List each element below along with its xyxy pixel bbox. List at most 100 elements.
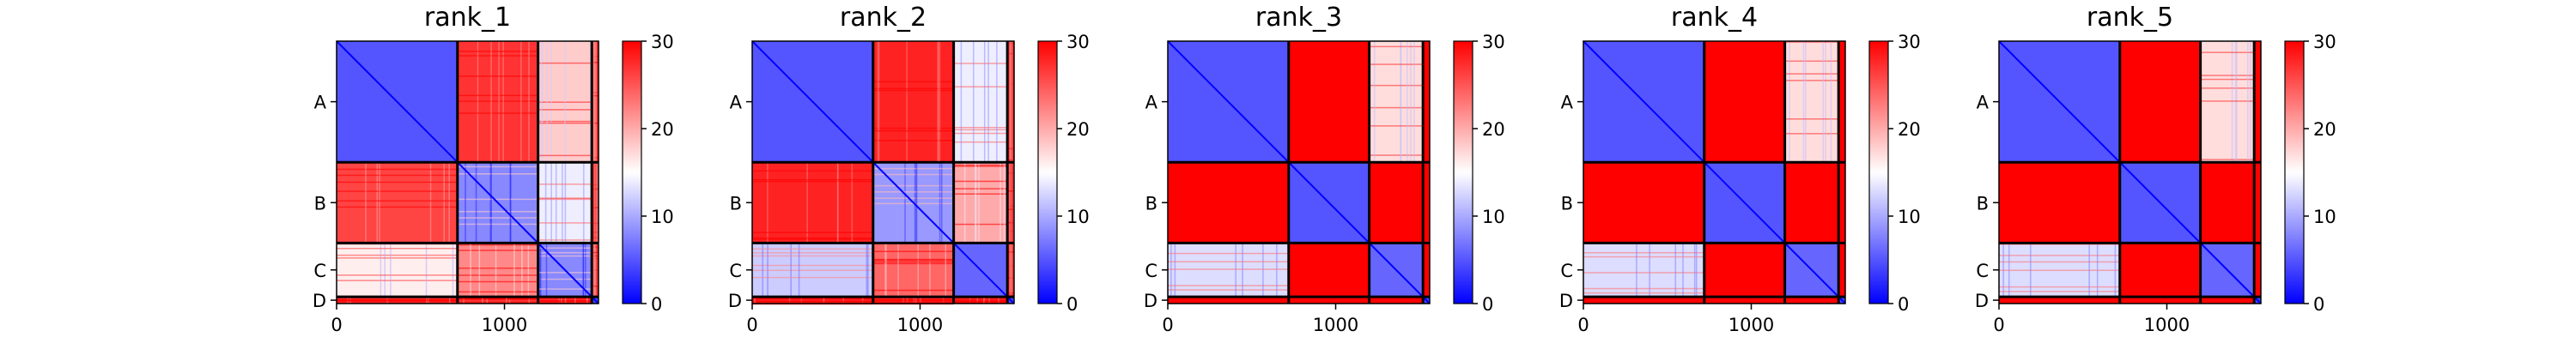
heatmap-stripe xyxy=(564,41,566,163)
heatmap-stripe xyxy=(448,162,450,244)
colorbar xyxy=(2284,40,2305,304)
colorbar-tick-label: 20 xyxy=(1066,119,1090,140)
x-tick-label: 0 xyxy=(331,315,342,335)
heatmap-stripe xyxy=(1410,41,1412,163)
heatmap-stripe xyxy=(752,248,873,250)
heatmap-stripe xyxy=(1369,106,1424,109)
heatmap-block xyxy=(1288,243,1370,298)
heatmap-stripe xyxy=(1999,255,2120,256)
colorbar-tick-label: 20 xyxy=(1898,119,1921,140)
panel-title: rank_2 xyxy=(840,3,927,33)
heatmap-stripe xyxy=(1825,41,1826,163)
heatmap-stripe xyxy=(752,298,873,299)
heatmap-block xyxy=(2119,297,2202,304)
colorbar-tick-label: 0 xyxy=(1066,294,1078,315)
heatmap-stripe xyxy=(2200,51,2255,53)
y-tick-label: C xyxy=(1560,261,1573,281)
heatmap-stripe xyxy=(376,162,379,244)
heatmap-block xyxy=(2254,41,2262,163)
heatmap-stripe xyxy=(380,243,382,298)
heatmap-stripe xyxy=(595,41,597,163)
heatmap-stripe xyxy=(384,243,386,298)
heatmap-stripe xyxy=(586,297,588,304)
heatmap-block xyxy=(1704,297,1786,304)
heatmap-stripe xyxy=(558,297,560,304)
heatmap-stripe xyxy=(540,41,543,163)
heatmap-stripe xyxy=(365,162,367,244)
heatmap-stripe xyxy=(1999,269,2120,272)
heatmap-block xyxy=(1784,162,1839,244)
heatmap-frame xyxy=(1583,40,1846,304)
heatmap-stripe xyxy=(457,75,538,77)
heatmap-block xyxy=(2200,162,2255,244)
heatmap-block xyxy=(1168,297,1290,304)
heatmap-block xyxy=(457,297,539,304)
heatmap-stripe xyxy=(1373,41,1376,163)
heatmap-stripe xyxy=(866,243,868,298)
heatmap-stripe xyxy=(939,162,941,244)
heatmap-stripe xyxy=(457,280,538,283)
x-tick-label: 0 xyxy=(1162,315,1173,335)
heatmap-block xyxy=(2119,41,2202,163)
diagonal-line xyxy=(751,40,1015,304)
heatmap-stripe xyxy=(941,162,943,244)
heatmap-stripe xyxy=(953,141,1008,143)
heatmap-block xyxy=(1369,162,1424,244)
heatmap-stripe xyxy=(478,243,481,298)
heatmap-stripe xyxy=(953,132,1008,135)
heatmap-stripe xyxy=(1784,73,1839,75)
colorbar-tick-label: 0 xyxy=(1482,294,1493,315)
heatmap-stripe xyxy=(906,41,908,163)
heatmap-stripe xyxy=(2200,100,2255,102)
heatmap-block xyxy=(1423,41,1431,163)
heatmap-stripe xyxy=(477,41,479,163)
heatmap-stripe xyxy=(1008,162,1010,244)
heatmap-stripe xyxy=(953,193,1008,195)
heatmap-frame xyxy=(336,40,599,304)
heatmap-stripe xyxy=(1406,41,1408,163)
heatmap-stripe xyxy=(1010,41,1012,163)
heatmap-stripe xyxy=(904,162,906,244)
heatmap-stripe xyxy=(457,94,538,97)
heatmap-stripe xyxy=(872,81,954,83)
heatmap-stripe xyxy=(545,243,548,298)
y-tick-label: B xyxy=(730,193,742,214)
heatmap-stripe xyxy=(1168,289,1289,291)
heatmap-block xyxy=(337,243,459,298)
heatmap-stripe xyxy=(425,243,428,298)
colorbar-tick-label: 10 xyxy=(1066,207,1090,227)
heatmap-stripe xyxy=(1007,159,1014,161)
heatmap-stripe xyxy=(457,51,538,52)
heatmap-stripe xyxy=(457,301,538,304)
heatmap-stripe xyxy=(564,162,567,244)
heatmap-stripe xyxy=(752,180,873,183)
heatmap-stripe xyxy=(482,297,483,304)
heatmap-stripe xyxy=(538,255,592,257)
y-tick-label: A xyxy=(1977,93,1990,113)
heatmap-stripe xyxy=(953,126,1008,129)
heatmap-stripe xyxy=(337,274,458,276)
heatmap-stripe xyxy=(564,297,567,304)
heatmap-stripe xyxy=(1636,243,1637,298)
heatmap-stripe xyxy=(592,94,598,97)
y-tick-label: D xyxy=(1144,291,1157,311)
colorbar-tick-label: 30 xyxy=(651,32,674,52)
heatmap-stripe xyxy=(1999,291,2120,292)
heatmap-frame xyxy=(1167,40,1431,304)
heatmap-stripe xyxy=(872,289,954,292)
heatmap-stripe xyxy=(752,302,873,304)
heatmap-stripe xyxy=(1583,272,1704,274)
heatmap-stripe xyxy=(457,112,538,114)
heatmap-stripe xyxy=(851,162,854,244)
heatmap-stripe xyxy=(872,127,954,129)
heatmap-stripe xyxy=(800,297,803,304)
heatmap-block xyxy=(1583,297,1705,304)
x-tick-label: 1000 xyxy=(897,315,943,335)
heatmap-stripe xyxy=(538,197,592,200)
heatmap-stripe xyxy=(945,243,947,298)
heatmap-stripe xyxy=(929,243,931,298)
heatmap-frame xyxy=(751,40,1015,304)
